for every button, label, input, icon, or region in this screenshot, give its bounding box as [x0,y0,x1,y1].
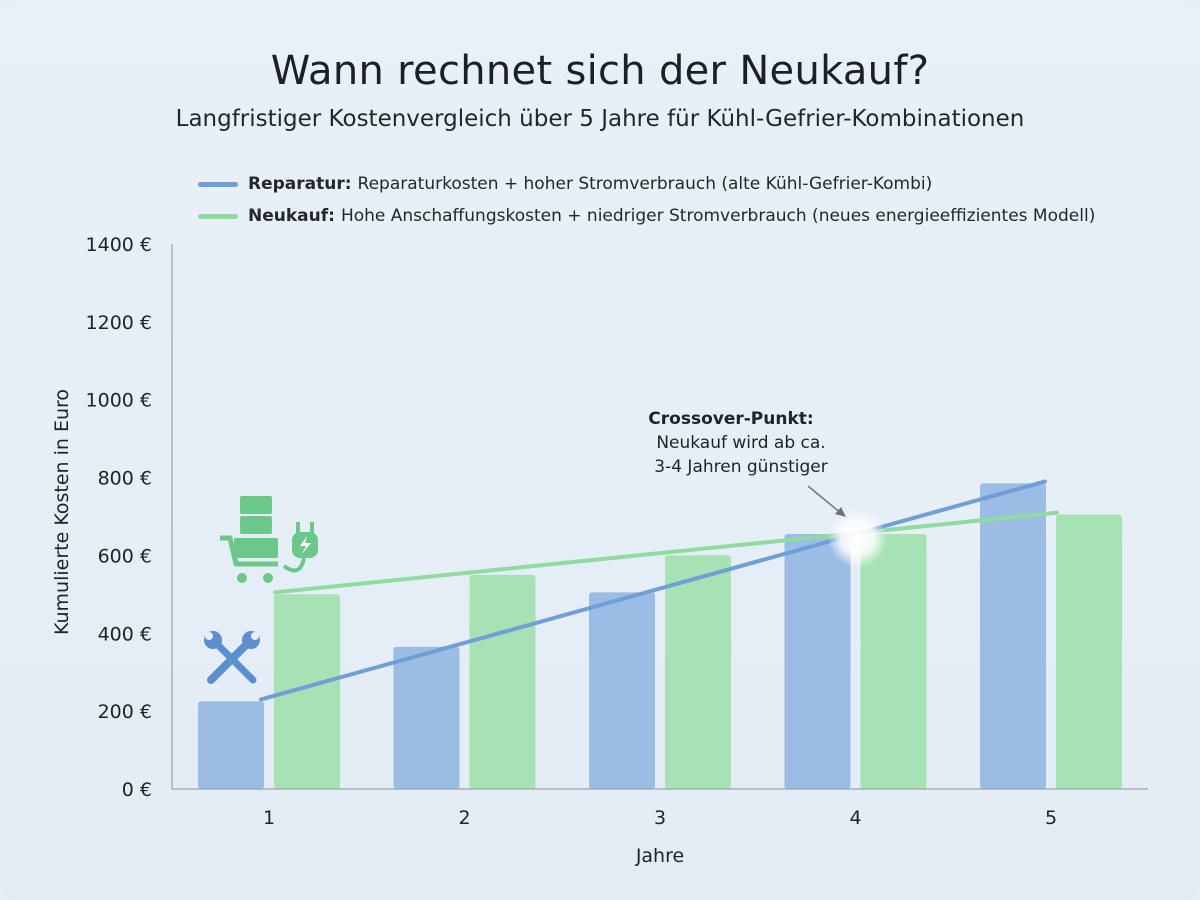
y-tick-label: 0 € [122,779,152,801]
y-tick-label: 800 € [98,468,152,490]
bar-reparatur-1 [198,701,264,789]
y-tick-label: 1000 € [86,390,152,412]
legend-desc-reparatur: Reparaturkosten + hoher Stromverbrauch (… [357,174,933,194]
bar-neukauf-3 [665,555,731,789]
legend-label-reparatur: Reparatur: [248,174,352,194]
annotation-line-1: Neukauf wird ab ca. [656,433,825,453]
bar-neukauf-2 [469,574,536,789]
y-tick-label: 200 € [98,701,152,723]
bar-reparatur-2 [393,646,460,789]
x-tick-label: 1 [263,807,275,829]
x-tick-label: 4 [849,807,861,829]
bar-neukauf-4 [860,534,927,789]
x-axis-title: Jahre [635,845,684,867]
bar-reparatur-4 [784,534,851,789]
y-axis-title: Kumulierte Kosten in Euro [51,389,73,635]
legend: Reparatur: Reparaturkosten + hoher Strom… [198,168,1095,232]
legend-swatch-reparatur [198,181,238,187]
x-tick-label: 5 [1045,807,1057,829]
bar-reparatur-5 [980,483,1046,789]
legend-item-neukauf: Neukauf: Hohe Anschaffungskosten + niedr… [198,200,1095,232]
annotation-title: Crossover-Punkt: [648,409,813,429]
legend-label-neukauf: Neukauf: [248,206,335,226]
legend-desc-neukauf: Hohe Anschaffungskosten + niedriger Stro… [340,206,1096,226]
chart-title: Wann rechnet sich der Neukauf? [270,48,930,94]
bar-neukauf-1 [274,594,340,789]
chart-subtitle: Langfristiger Kostenvergleich über 5 Jah… [175,106,1025,132]
bar-neukauf-5 [1056,514,1122,789]
legend-item-reparatur: Reparatur: Reparaturkosten + hoher Strom… [198,168,1095,200]
y-tick-label: 600 € [98,545,152,567]
x-tick-label: 2 [458,807,470,829]
y-tick-label: 1400 € [86,234,152,256]
annotation-line-2: 3-4 Jahren günstiger [654,457,827,477]
trend-line-reparatur [259,479,1047,702]
fridge-cart-plug-icon [220,496,318,583]
trend-line-neukauf [273,510,1059,595]
wrench-screwdriver-icon [204,631,260,684]
crossover-marker [827,508,888,569]
y-tick-label: 400 € [98,623,152,645]
annotation-arrow [807,485,843,515]
legend-swatch-neukauf [198,213,238,219]
bar-reparatur-3 [589,592,655,789]
y-tick-label: 1200 € [86,312,152,334]
x-tick-label: 3 [654,807,666,829]
annotation-arrowhead [835,507,846,517]
